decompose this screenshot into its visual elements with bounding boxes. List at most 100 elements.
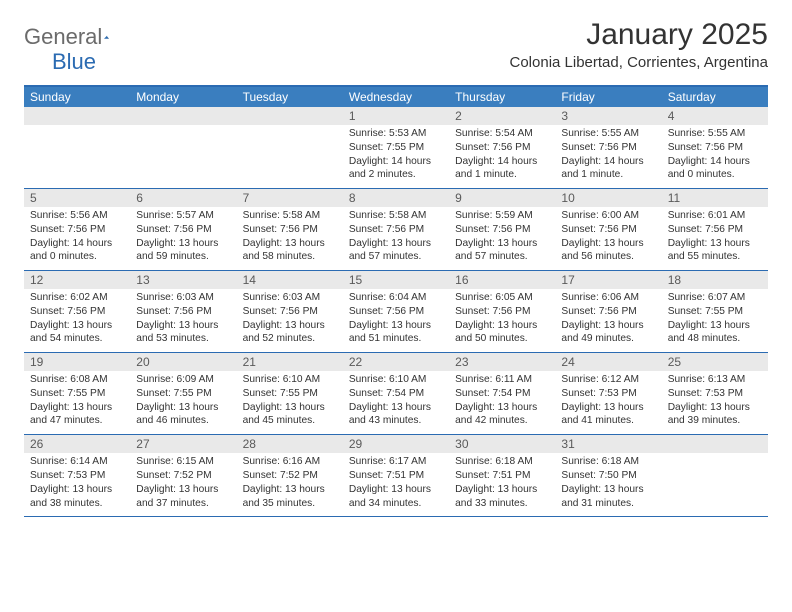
day-cell: 4Sunrise: 5:55 AMSunset: 7:56 PMDaylight… xyxy=(662,107,768,188)
day-number: 24 xyxy=(555,353,661,371)
day-cell: 14Sunrise: 6:03 AMSunset: 7:56 PMDayligh… xyxy=(237,271,343,352)
sunset-text: Sunset: 7:56 PM xyxy=(136,305,230,319)
day-number: 18 xyxy=(662,271,768,289)
sunset-text: Sunset: 7:56 PM xyxy=(561,305,655,319)
sunset-text: Sunset: 7:55 PM xyxy=(136,387,230,401)
sunset-text: Sunset: 7:51 PM xyxy=(455,469,549,483)
brand-text-1: General xyxy=(24,24,102,50)
day-details: Sunrise: 6:09 AMSunset: 7:55 PMDaylight:… xyxy=(130,371,236,428)
day-number xyxy=(237,107,343,125)
day-cell: 1Sunrise: 5:53 AMSunset: 7:55 PMDaylight… xyxy=(343,107,449,188)
day-cell: 28Sunrise: 6:16 AMSunset: 7:52 PMDayligh… xyxy=(237,435,343,516)
sunrise-text: Sunrise: 6:09 AM xyxy=(136,373,230,387)
sunset-text: Sunset: 7:51 PM xyxy=(349,469,443,483)
day-number: 3 xyxy=(555,107,661,125)
sunrise-text: Sunrise: 6:01 AM xyxy=(668,209,762,223)
sunrise-text: Sunrise: 6:18 AM xyxy=(455,455,549,469)
day-details: Sunrise: 6:03 AMSunset: 7:56 PMDaylight:… xyxy=(130,289,236,346)
day-number: 22 xyxy=(343,353,449,371)
day-cell xyxy=(130,107,236,188)
daylight-text: Daylight: 14 hours and 0 minutes. xyxy=(30,237,124,265)
day-number: 25 xyxy=(662,353,768,371)
sunrise-text: Sunrise: 5:53 AM xyxy=(349,127,443,141)
day-details: Sunrise: 6:10 AMSunset: 7:54 PMDaylight:… xyxy=(343,371,449,428)
sunset-text: Sunset: 7:54 PM xyxy=(455,387,549,401)
day-cell: 21Sunrise: 6:10 AMSunset: 7:55 PMDayligh… xyxy=(237,353,343,434)
sunset-text: Sunset: 7:56 PM xyxy=(561,141,655,155)
brand-triangle-icon xyxy=(104,28,109,46)
day-number: 26 xyxy=(24,435,130,453)
day-details: Sunrise: 6:03 AMSunset: 7:56 PMDaylight:… xyxy=(237,289,343,346)
sunset-text: Sunset: 7:56 PM xyxy=(561,223,655,237)
day-details: Sunrise: 6:01 AMSunset: 7:56 PMDaylight:… xyxy=(662,207,768,264)
weeks-container: 1Sunrise: 5:53 AMSunset: 7:55 PMDaylight… xyxy=(24,107,768,517)
day-number: 10 xyxy=(555,189,661,207)
day-details: Sunrise: 5:56 AMSunset: 7:56 PMDaylight:… xyxy=(24,207,130,264)
day-number: 14 xyxy=(237,271,343,289)
sunset-text: Sunset: 7:55 PM xyxy=(243,387,337,401)
daylight-text: Daylight: 13 hours and 50 minutes. xyxy=(455,319,549,347)
sunrise-text: Sunrise: 6:17 AM xyxy=(349,455,443,469)
day-details: Sunrise: 6:11 AMSunset: 7:54 PMDaylight:… xyxy=(449,371,555,428)
daylight-text: Daylight: 13 hours and 35 minutes. xyxy=(243,483,337,511)
day-number: 23 xyxy=(449,353,555,371)
daylight-text: Daylight: 13 hours and 38 minutes. xyxy=(30,483,124,511)
sunrise-text: Sunrise: 5:58 AM xyxy=(243,209,337,223)
daylight-text: Daylight: 13 hours and 37 minutes. xyxy=(136,483,230,511)
day-cell xyxy=(24,107,130,188)
sunrise-text: Sunrise: 6:05 AM xyxy=(455,291,549,305)
sunset-text: Sunset: 7:55 PM xyxy=(349,141,443,155)
daylight-text: Daylight: 13 hours and 43 minutes. xyxy=(349,401,443,429)
sunrise-text: Sunrise: 5:58 AM xyxy=(349,209,443,223)
day-number xyxy=(24,107,130,125)
sunset-text: Sunset: 7:53 PM xyxy=(668,387,762,401)
day-cell: 24Sunrise: 6:12 AMSunset: 7:53 PMDayligh… xyxy=(555,353,661,434)
sunrise-text: Sunrise: 6:00 AM xyxy=(561,209,655,223)
day-cell: 22Sunrise: 6:10 AMSunset: 7:54 PMDayligh… xyxy=(343,353,449,434)
sunrise-text: Sunrise: 6:15 AM xyxy=(136,455,230,469)
daylight-text: Daylight: 13 hours and 46 minutes. xyxy=(136,401,230,429)
sunset-text: Sunset: 7:56 PM xyxy=(349,305,443,319)
day-number: 15 xyxy=(343,271,449,289)
day-cell: 12Sunrise: 6:02 AMSunset: 7:56 PMDayligh… xyxy=(24,271,130,352)
day-number: 8 xyxy=(343,189,449,207)
sunrise-text: Sunrise: 6:18 AM xyxy=(561,455,655,469)
day-number: 4 xyxy=(662,107,768,125)
day-details: Sunrise: 6:18 AMSunset: 7:51 PMDaylight:… xyxy=(449,453,555,510)
day-cell: 5Sunrise: 5:56 AMSunset: 7:56 PMDaylight… xyxy=(24,189,130,270)
week-row: 1Sunrise: 5:53 AMSunset: 7:55 PMDaylight… xyxy=(24,107,768,189)
daylight-text: Daylight: 13 hours and 51 minutes. xyxy=(349,319,443,347)
sunset-text: Sunset: 7:56 PM xyxy=(455,141,549,155)
sunrise-text: Sunrise: 6:10 AM xyxy=(243,373,337,387)
day-details: Sunrise: 5:58 AMSunset: 7:56 PMDaylight:… xyxy=(237,207,343,264)
weekday-friday: Friday xyxy=(555,87,661,107)
day-number: 12 xyxy=(24,271,130,289)
day-number: 30 xyxy=(449,435,555,453)
daylight-text: Daylight: 13 hours and 47 minutes. xyxy=(30,401,124,429)
day-details: Sunrise: 6:15 AMSunset: 7:52 PMDaylight:… xyxy=(130,453,236,510)
day-number: 17 xyxy=(555,271,661,289)
day-details: Sunrise: 6:04 AMSunset: 7:56 PMDaylight:… xyxy=(343,289,449,346)
day-number xyxy=(130,107,236,125)
daylight-text: Daylight: 13 hours and 54 minutes. xyxy=(30,319,124,347)
sunset-text: Sunset: 7:55 PM xyxy=(668,305,762,319)
daylight-text: Daylight: 14 hours and 0 minutes. xyxy=(668,155,762,183)
day-cell: 31Sunrise: 6:18 AMSunset: 7:50 PMDayligh… xyxy=(555,435,661,516)
day-cell: 17Sunrise: 6:06 AMSunset: 7:56 PMDayligh… xyxy=(555,271,661,352)
daylight-text: Daylight: 13 hours and 45 minutes. xyxy=(243,401,337,429)
day-number: 31 xyxy=(555,435,661,453)
day-cell: 30Sunrise: 6:18 AMSunset: 7:51 PMDayligh… xyxy=(449,435,555,516)
day-details: Sunrise: 6:14 AMSunset: 7:53 PMDaylight:… xyxy=(24,453,130,510)
sunset-text: Sunset: 7:56 PM xyxy=(243,305,337,319)
day-number: 6 xyxy=(130,189,236,207)
sunrise-text: Sunrise: 6:12 AM xyxy=(561,373,655,387)
sunset-text: Sunset: 7:52 PM xyxy=(136,469,230,483)
weekday-wednesday: Wednesday xyxy=(343,87,449,107)
day-cell: 13Sunrise: 6:03 AMSunset: 7:56 PMDayligh… xyxy=(130,271,236,352)
sunrise-text: Sunrise: 6:04 AM xyxy=(349,291,443,305)
day-details: Sunrise: 6:05 AMSunset: 7:56 PMDaylight:… xyxy=(449,289,555,346)
day-number: 29 xyxy=(343,435,449,453)
day-number: 20 xyxy=(130,353,236,371)
day-details: Sunrise: 5:55 AMSunset: 7:56 PMDaylight:… xyxy=(662,125,768,182)
daylight-text: Daylight: 14 hours and 1 minute. xyxy=(455,155,549,183)
